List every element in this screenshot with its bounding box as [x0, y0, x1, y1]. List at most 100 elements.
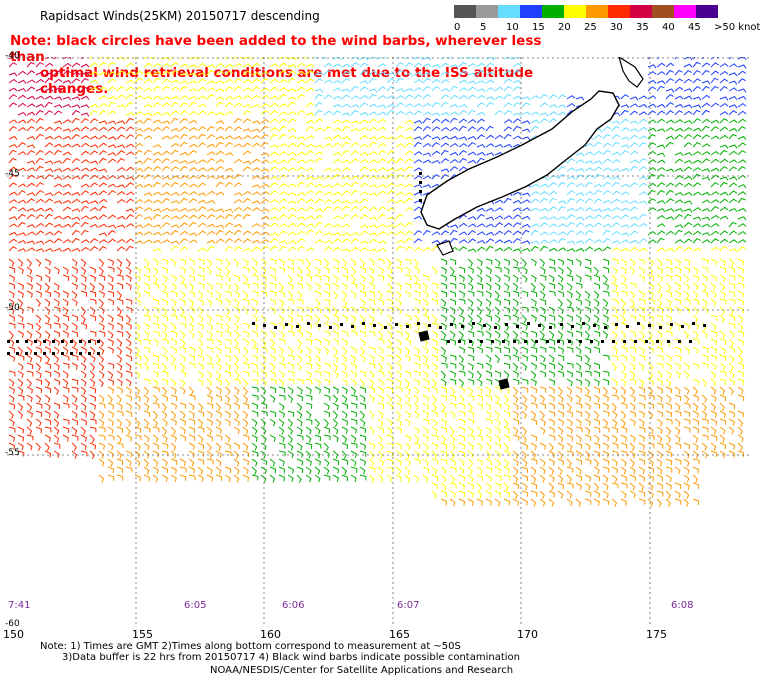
wind-barb: [224, 338, 232, 345]
wind-barb: [737, 95, 747, 100]
wind-barb: [350, 362, 357, 370]
wind-barb: [440, 394, 448, 402]
wind-barb: [170, 101, 179, 108]
wind-barb: [656, 466, 663, 475]
wind-barb: [377, 426, 385, 434]
contamination-marker: [549, 326, 552, 329]
wind-barb: [503, 246, 513, 252]
wind-barb: [476, 111, 486, 116]
wind-barb: [368, 103, 378, 108]
wind-barb: [404, 127, 414, 132]
wind-barb: [710, 410, 717, 418]
wind-barb: [674, 298, 682, 305]
wind-barb: [728, 248, 738, 253]
wind-barb: [188, 96, 198, 101]
wind-barb: [278, 402, 285, 411]
wind-barb: [80, 402, 87, 411]
wind-barb: [287, 231, 297, 236]
wind-barb: [638, 247, 648, 252]
wind-barb: [269, 434, 276, 442]
wind-barb: [629, 306, 637, 313]
wind-barb: [143, 466, 150, 475]
wind-barb: [467, 410, 475, 418]
wind-barb: [179, 306, 185, 316]
wind-barb: [395, 199, 405, 204]
wind-barb: [728, 182, 738, 188]
contamination-marker: [7, 340, 10, 343]
wind-barb: [35, 386, 43, 394]
wind-barb: [476, 213, 485, 220]
wind-barb: [80, 418, 88, 426]
wind-barb: [125, 274, 132, 282]
wind-barb: [242, 142, 252, 148]
wind-barb: [287, 266, 295, 273]
wind-barb: [386, 394, 393, 403]
wind-barb: [44, 282, 50, 291]
wind-barb: [521, 266, 528, 275]
wind-barb: [566, 338, 573, 346]
wind-barb: [548, 314, 556, 321]
wind-barb: [296, 338, 303, 347]
wind-barb: [719, 330, 726, 339]
wind-barb: [188, 183, 198, 188]
wind-barb: [53, 426, 60, 435]
wind-barb: [467, 450, 474, 459]
latitude-label: -60: [5, 619, 20, 629]
wind-barb: [224, 394, 231, 403]
wind-barb: [287, 290, 294, 299]
wind-barb: [242, 378, 249, 387]
wind-barb: [44, 338, 51, 346]
wind-barb: [260, 418, 267, 427]
wind-barb: [377, 240, 387, 245]
wind-barb: [584, 434, 592, 441]
wind-barb: [710, 222, 720, 228]
wind-barb: [269, 216, 279, 221]
wind-barb: [404, 165, 413, 172]
wind-barb: [197, 402, 204, 411]
wind-barb: [476, 290, 484, 297]
wind-barb: [359, 410, 365, 419]
wind-barb: [404, 386, 411, 395]
wind-barb: [629, 223, 639, 228]
wind-barb: [53, 223, 63, 228]
wind-barb: [314, 258, 322, 265]
wind-barb: [395, 282, 402, 290]
wind-barb: [692, 85, 701, 92]
wind-barb: [125, 101, 134, 108]
wind-barb: [278, 87, 288, 92]
wind-barb: [638, 126, 648, 132]
wind-barb: [638, 490, 646, 497]
wind-barb: [350, 266, 357, 275]
wind-barb: [323, 62, 333, 68]
wind-barb: [188, 274, 196, 282]
wind-barb: [656, 159, 666, 164]
wind-barb: [395, 458, 402, 466]
wind-barb: [458, 266, 466, 273]
contamination-marker: [571, 325, 574, 328]
wind-barb: [107, 144, 117, 149]
wind-barb: [602, 175, 612, 180]
wind-barb: [269, 151, 279, 156]
wind-barb: [260, 314, 267, 323]
wind-barb: [188, 442, 195, 450]
wind-barb: [467, 282, 474, 291]
wind-barb: [521, 458, 528, 467]
wind-barb: [674, 119, 684, 124]
wind-barb: [197, 192, 207, 197]
contamination-marker: [480, 340, 483, 343]
wind-barb: [242, 190, 252, 196]
wind-barb: [548, 338, 556, 345]
wind-barb: [431, 490, 438, 499]
wind-barb: [512, 125, 521, 132]
wind-barb: [350, 150, 360, 156]
wind-barb: [71, 290, 78, 299]
wind-barb: [539, 222, 549, 228]
wind-barb: [602, 133, 611, 140]
wind-barb: [341, 125, 350, 132]
wind-barb: [143, 426, 151, 433]
wind-barb: [314, 354, 321, 363]
wind-barb: [476, 274, 483, 283]
wind-barb: [17, 370, 24, 379]
wind-barb: [584, 215, 594, 220]
wind-barb: [125, 394, 133, 402]
